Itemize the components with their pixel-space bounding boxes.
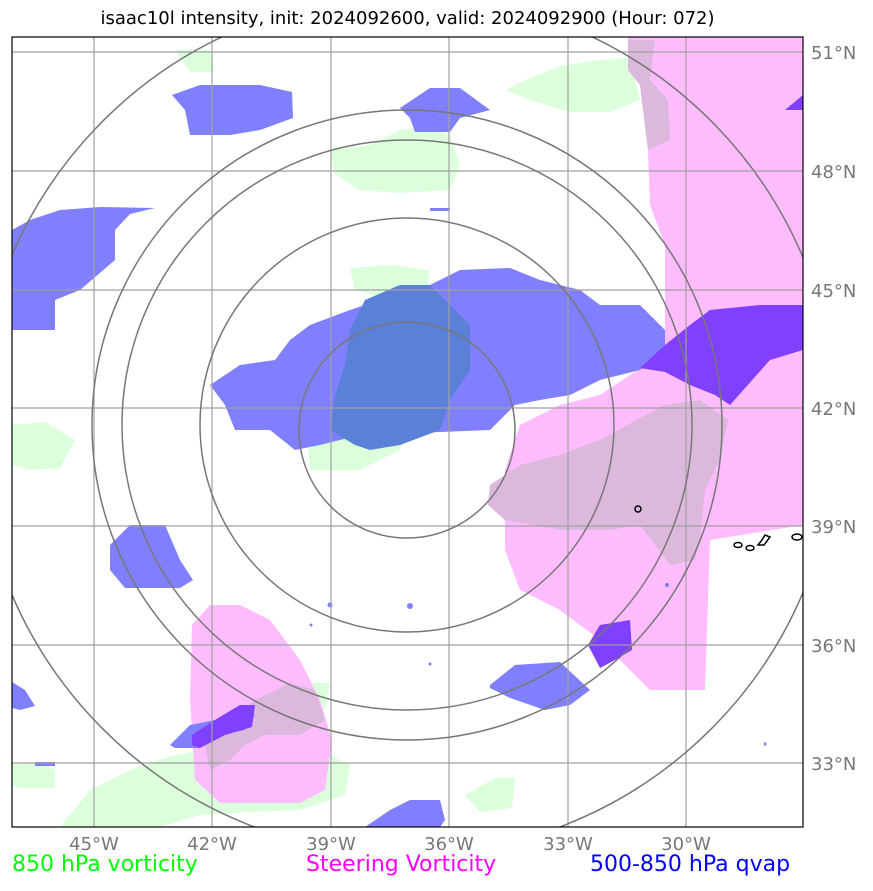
range-rings [12, 37, 803, 827]
map-title: isaac10l intensity, init: 2024092600, va… [100, 8, 715, 29]
legend-qvap: 500-850 hPa qvap [590, 852, 791, 877]
lon-label: 45°W [69, 834, 119, 855]
legend-steering: Steering Vorticity [306, 852, 497, 877]
lat-label: 51°N [811, 43, 856, 64]
lon-label: 30°W [661, 834, 711, 855]
lon-label: 36°W [424, 834, 474, 855]
lat-label: 39°N [811, 517, 856, 538]
lon-label: 33°W [543, 834, 593, 855]
lon-label: 39°W [306, 834, 356, 855]
graticule [12, 37, 803, 827]
map-frame [11, 36, 804, 828]
intensity-contours [634, 505, 803, 552]
lat-label: 33°N [811, 754, 856, 775]
lat-label: 45°N [811, 281, 856, 302]
lat-label: 42°N [811, 399, 856, 420]
lat-label: 48°N [811, 162, 856, 183]
lat-tick-labels: 51°N 48°N 45°N 42°N 39°N 36°N 33°N [811, 43, 856, 775]
legend-vort850: 850 hPa vorticity [12, 852, 198, 877]
lon-label: 42°W [187, 834, 237, 855]
overlap-regions [205, 40, 728, 770]
lon-tick-labels: 45°W 42°W 39°W 36°W 33°W 30°W [69, 834, 711, 855]
lat-label: 36°N [811, 636, 856, 657]
